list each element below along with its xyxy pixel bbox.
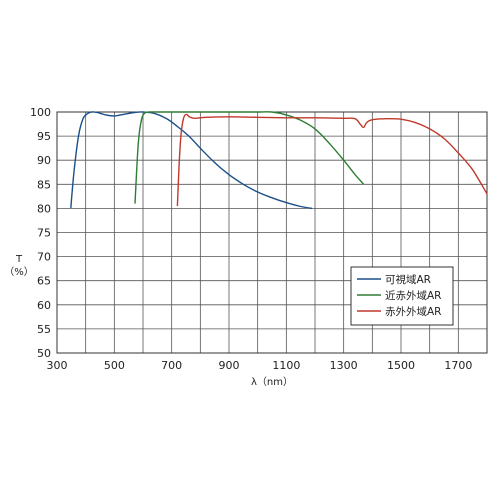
x-tick-label: 300: [47, 359, 68, 372]
legend: 可視域AR 近赤外域AR 赤外外域AR: [350, 266, 454, 326]
x-tick-label: 1700: [444, 359, 472, 372]
x-tick-label: 1100: [272, 359, 300, 372]
series-line-2: [134, 111, 365, 204]
y-tick-label: 55: [37, 323, 51, 336]
y-tick-label: 100: [30, 106, 51, 119]
tick-labels: 50 55 60 65 70 75 80 85 90 95 100 300 500 700 900 1100 1…: [30, 106, 472, 372]
series-layer: [70, 111, 488, 210]
series-line-3: [176, 113, 488, 207]
y-tick-label: 95: [37, 130, 51, 143]
x-tick-label: 900: [219, 359, 240, 372]
y-tick-label: 75: [37, 227, 51, 240]
legend-box: [350, 266, 454, 326]
legend-label-1: 可視域AR: [385, 273, 431, 286]
x-tick-label: 1500: [387, 359, 415, 372]
y-tick-label: 60: [37, 299, 51, 312]
y-tick-label: 70: [37, 251, 51, 264]
x-tick-label: 1300: [330, 359, 358, 372]
y-tick-label: 80: [37, 202, 51, 215]
legend-label-3: 赤外外域AR: [385, 305, 441, 318]
x-tick-label: 700: [161, 359, 182, 372]
y-tick-label: 85: [37, 178, 51, 191]
y-tick-label: 50: [37, 347, 51, 360]
axis-labels: T （%） λ（nm）: [4, 254, 293, 388]
x-axis-label: λ（nm）: [251, 376, 293, 388]
y-axis-label-t: T: [15, 254, 23, 265]
series-line-1: [70, 111, 313, 210]
y-axis-label-unit: （%）: [4, 266, 34, 278]
legend-label-2: 近赤外域AR: [385, 289, 441, 302]
y-tick-label: 65: [37, 275, 51, 288]
y-tick-label: 90: [37, 154, 51, 167]
x-tick-label: 500: [104, 359, 125, 372]
